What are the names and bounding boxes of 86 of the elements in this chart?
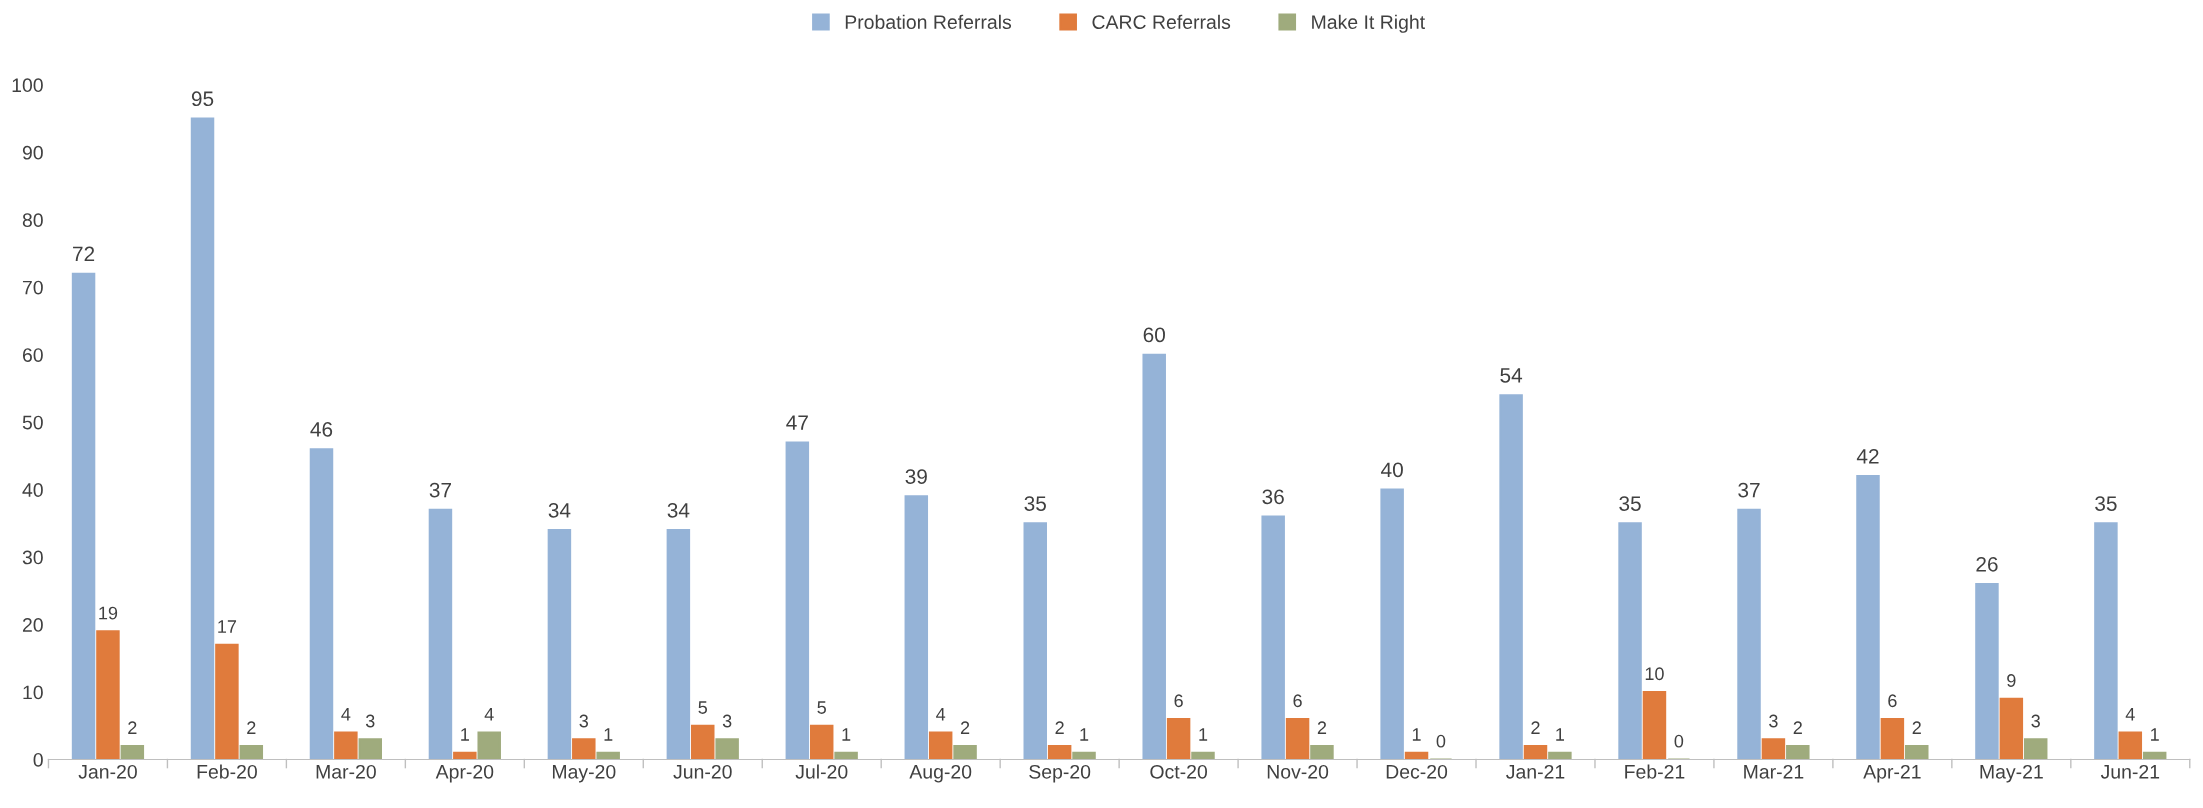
y-tick-label: 50 bbox=[22, 415, 43, 430]
x-tick-label: Apr-21 bbox=[1863, 764, 1921, 783]
data-label: 34 bbox=[667, 502, 690, 518]
x-tick-label: Jan-21 bbox=[1506, 764, 1565, 779]
data-label: 2 bbox=[1531, 721, 1540, 734]
data-label: 4 bbox=[484, 708, 494, 721]
data-label: 42 bbox=[1856, 448, 1879, 464]
x-tick-label: Feb-20 bbox=[197, 764, 257, 779]
data-label: 60 bbox=[1143, 327, 1165, 343]
data-label: 6 bbox=[1888, 694, 1897, 708]
data-label: 17 bbox=[218, 620, 237, 633]
data-label: 4 bbox=[341, 708, 351, 721]
data-label: 1 bbox=[604, 728, 613, 741]
data-label: 39 bbox=[905, 469, 927, 484]
x-tick-label: May-21 bbox=[1980, 764, 2043, 783]
y-tick-label: 90 bbox=[22, 145, 43, 160]
data-label: 2 bbox=[1912, 721, 1921, 734]
data-label: 3 bbox=[2031, 714, 2040, 728]
data-label: 6 bbox=[1293, 694, 1302, 708]
data-label: 5 bbox=[698, 701, 708, 714]
data-label: 2 bbox=[1317, 721, 1327, 734]
data-label: 0 bbox=[1436, 734, 1446, 748]
data-label: 35 bbox=[1024, 496, 1046, 511]
x-tick-label: Nov-20 bbox=[1267, 764, 1329, 779]
y-tick-label: 30 bbox=[22, 550, 43, 565]
data-label: 35 bbox=[2095, 496, 2117, 511]
data-label: 95 bbox=[191, 91, 214, 107]
data-label: 9 bbox=[2007, 674, 2016, 687]
x-tick-label: Aug-20 bbox=[909, 764, 972, 783]
data-label: 1 bbox=[1556, 728, 1565, 741]
legend-label: Probation Referrals bbox=[845, 14, 1012, 30]
data-label: 40 bbox=[1381, 462, 1403, 478]
data-label: 1 bbox=[461, 728, 469, 741]
data-label: 3 bbox=[365, 714, 375, 728]
data-label: 46 bbox=[310, 421, 333, 437]
data-label: 1 bbox=[1080, 728, 1089, 741]
y-tick-label: 10 bbox=[23, 685, 43, 700]
data-label: 1 bbox=[1199, 728, 1208, 741]
data-label: 1 bbox=[842, 728, 851, 741]
data-label: 10 bbox=[1645, 667, 1664, 681]
x-tick-label: May-20 bbox=[552, 764, 616, 783]
y-tick-label: 100 bbox=[12, 78, 43, 93]
data-label: 2 bbox=[960, 721, 970, 734]
data-label: 36 bbox=[1262, 489, 1284, 505]
x-tick-label: Oct-20 bbox=[1150, 764, 1208, 779]
data-label: 35 bbox=[1619, 496, 1641, 511]
data-label: 4 bbox=[936, 708, 946, 721]
data-label: 54 bbox=[1500, 368, 1523, 383]
x-tick-label: Jun-20 bbox=[673, 764, 732, 779]
data-label: 34 bbox=[548, 502, 571, 518]
data-label: 0 bbox=[1674, 734, 1684, 748]
data-label: 72 bbox=[73, 246, 95, 262]
data-label: 2 bbox=[1055, 721, 1064, 734]
data-label: 6 bbox=[1174, 694, 1183, 708]
x-tick-label: Dec-20 bbox=[1386, 764, 1448, 779]
data-label: 19 bbox=[99, 606, 118, 620]
data-label: 2 bbox=[128, 721, 137, 734]
x-tick-label: Feb-21 bbox=[1625, 764, 1685, 779]
data-label: 37 bbox=[429, 482, 451, 498]
data-label: 1 bbox=[2151, 728, 2159, 741]
data-label: 3 bbox=[722, 714, 732, 728]
y-tick-label: 40 bbox=[22, 483, 43, 497]
x-tick-label: Mar-20 bbox=[316, 764, 376, 779]
data-label: 4 bbox=[2125, 708, 2135, 721]
legend-label: CARC Referrals bbox=[1092, 14, 1231, 30]
x-tick-label: Sep-20 bbox=[1029, 764, 1091, 783]
data-label: 37 bbox=[1738, 482, 1760, 498]
data-label: 2 bbox=[247, 721, 256, 734]
y-tick-label: 80 bbox=[22, 213, 43, 228]
data-label: 5 bbox=[817, 701, 826, 714]
x-tick-label: Jul-20 bbox=[795, 764, 848, 779]
data-label: 26 bbox=[1976, 556, 1998, 572]
data-label: 2 bbox=[1793, 721, 1802, 734]
x-tick-label: Apr-20 bbox=[435, 764, 494, 783]
x-tick-label: Mar-21 bbox=[1744, 764, 1804, 779]
data-label: 3 bbox=[1769, 714, 1778, 728]
legend-label: Make It Right bbox=[1312, 14, 1425, 33]
data-label: 3 bbox=[579, 714, 589, 728]
y-tick-label: 20 bbox=[22, 618, 43, 632]
data-label: 1 bbox=[1412, 728, 1421, 741]
x-tick-label: Jun-21 bbox=[2100, 764, 2160, 779]
x-tick-label: Jan-20 bbox=[78, 764, 137, 779]
y-tick-label: 70 bbox=[22, 280, 43, 295]
y-tick-label: 60 bbox=[22, 348, 43, 362]
data-label: 47 bbox=[786, 415, 808, 430]
y-tick-label: 0 bbox=[33, 752, 43, 767]
